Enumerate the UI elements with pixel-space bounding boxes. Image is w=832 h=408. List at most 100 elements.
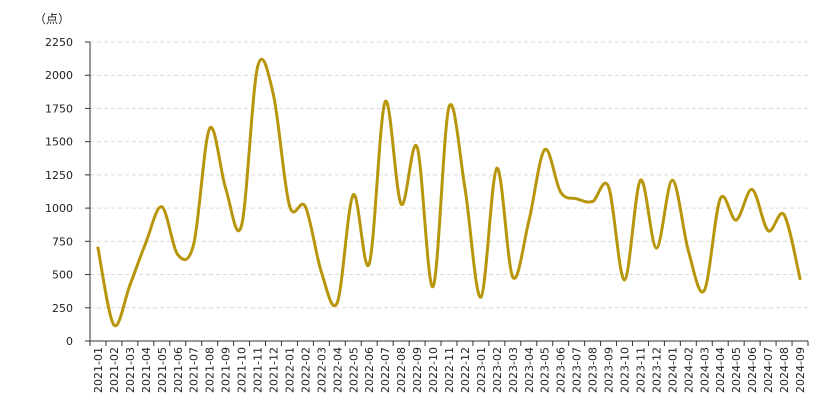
data-point: [718, 197, 722, 201]
y-tick-label: 1750: [45, 102, 73, 115]
data-point: [367, 262, 371, 266]
data-point: [144, 241, 148, 245]
data-point: [686, 249, 690, 253]
data-point: [112, 323, 116, 327]
series-layer: [96, 57, 802, 328]
y-tick-label: 2250: [45, 36, 73, 49]
x-tick-label: 2021-11: [252, 347, 265, 393]
x-tick-label: 2024-07: [762, 347, 775, 393]
data-point: [654, 246, 658, 250]
data-point: [543, 148, 547, 152]
x-tick-label: 2023-04: [523, 347, 536, 393]
x-tick-label: 2022-05: [347, 347, 360, 393]
grid-lines: [90, 41, 808, 309]
data-point: [160, 205, 164, 209]
data-point: [527, 219, 531, 223]
x-tick-label: 2021-01: [92, 347, 105, 393]
x-tick-label: 2024-08: [778, 347, 791, 393]
data-point: [240, 223, 244, 227]
data-point: [607, 185, 611, 189]
x-tick-label: 2023-08: [587, 347, 600, 393]
x-tick-label: 2023-05: [539, 347, 552, 393]
x-tick-label: 2024-09: [794, 347, 807, 393]
y-tick-label: 2000: [45, 69, 73, 82]
data-point: [128, 283, 132, 287]
x-tick-label: 2022-03: [315, 347, 328, 393]
data-point: [287, 203, 291, 207]
x-tick-label: 2024-03: [698, 347, 711, 393]
data-point: [638, 178, 642, 182]
data-point: [750, 188, 754, 192]
data-point: [383, 100, 387, 104]
x-tick-label: 2022-09: [411, 347, 424, 393]
x-tick-label: 2022-11: [443, 347, 456, 393]
x-tick-label: 2024-01: [666, 347, 679, 393]
data-point: [782, 213, 786, 217]
x-tick-label: 2021-06: [172, 347, 185, 393]
data-point: [96, 246, 100, 250]
axes: [85, 41, 809, 346]
data-point: [623, 278, 627, 282]
data-point: [431, 285, 435, 289]
y-tick-label: 1500: [45, 136, 73, 149]
x-tick-label: 2023-06: [555, 347, 568, 393]
y-tick-labels: 0 250 500 750 1000 1250 1500 1750 2000 2250: [45, 36, 73, 348]
data-point: [208, 126, 212, 130]
data-point: [256, 65, 260, 69]
data-point: [303, 205, 307, 209]
x-tick-label: 2023-12: [650, 347, 663, 393]
x-tick-label: 2021-12: [267, 347, 280, 393]
data-point: [415, 145, 419, 149]
data-point: [575, 197, 579, 201]
x-tick-label: 2023-10: [619, 347, 632, 393]
data-point: [447, 105, 451, 109]
x-tick-labels: 2021-01 2021-02 2021-03 2021-04 2021-05 2021-…: [92, 347, 807, 393]
data-point: [591, 199, 595, 203]
x-tick-label: 2024-04: [714, 347, 727, 393]
data-point: [271, 93, 275, 97]
data-point: [224, 186, 228, 190]
x-tick-label: 2022-08: [395, 347, 408, 393]
x-tick-label: 2021-03: [124, 347, 137, 393]
data-point: [670, 178, 674, 182]
data-point: [559, 190, 563, 194]
y-tick-label: 1250: [45, 169, 73, 182]
x-tick-label: 2023-07: [571, 347, 584, 393]
x-tick-label: 2022-12: [459, 347, 472, 393]
x-tick-label: 2022-10: [427, 347, 440, 393]
y-tick-label: 0: [66, 335, 73, 348]
series-line: [96, 57, 802, 328]
data-point: [495, 166, 499, 170]
x-tick-label: 2024-02: [682, 347, 695, 393]
y-axis-unit-label: （点）: [34, 12, 70, 26]
data-point: [798, 277, 802, 281]
x-tick-label: 2021-09: [220, 347, 233, 393]
x-tick-label: 2023-09: [603, 347, 616, 393]
data-point: [702, 289, 706, 293]
x-tick-label: 2021-08: [204, 347, 217, 393]
data-point: [351, 193, 355, 197]
data-point: [734, 218, 738, 222]
y-tick-label: 1000: [45, 202, 73, 215]
data-point: [479, 295, 483, 299]
y-tick-label: 750: [52, 235, 73, 248]
x-tick-label: 2023-03: [507, 347, 520, 393]
y-tick-label: 250: [52, 302, 73, 315]
x-tick-label: 2023-02: [491, 347, 504, 393]
x-tick-label: 2021-07: [188, 347, 201, 393]
data-point: [335, 300, 339, 304]
data-point: [463, 186, 467, 190]
x-tick-label: 2022-02: [299, 347, 312, 393]
x-tick-label: 2021-02: [108, 347, 121, 393]
x-tick-label: 2022-04: [331, 347, 344, 393]
y-tick-label: 500: [52, 269, 73, 282]
data-point: [511, 275, 515, 279]
x-tick-label: 2023-01: [475, 347, 488, 393]
data-point: [399, 202, 403, 206]
x-tick-label: 2022-06: [363, 347, 376, 393]
data-point: [176, 253, 180, 257]
data-point: [319, 270, 323, 274]
x-tick-label: 2021-04: [140, 347, 153, 393]
x-tick-label: 2023-11: [634, 347, 647, 393]
